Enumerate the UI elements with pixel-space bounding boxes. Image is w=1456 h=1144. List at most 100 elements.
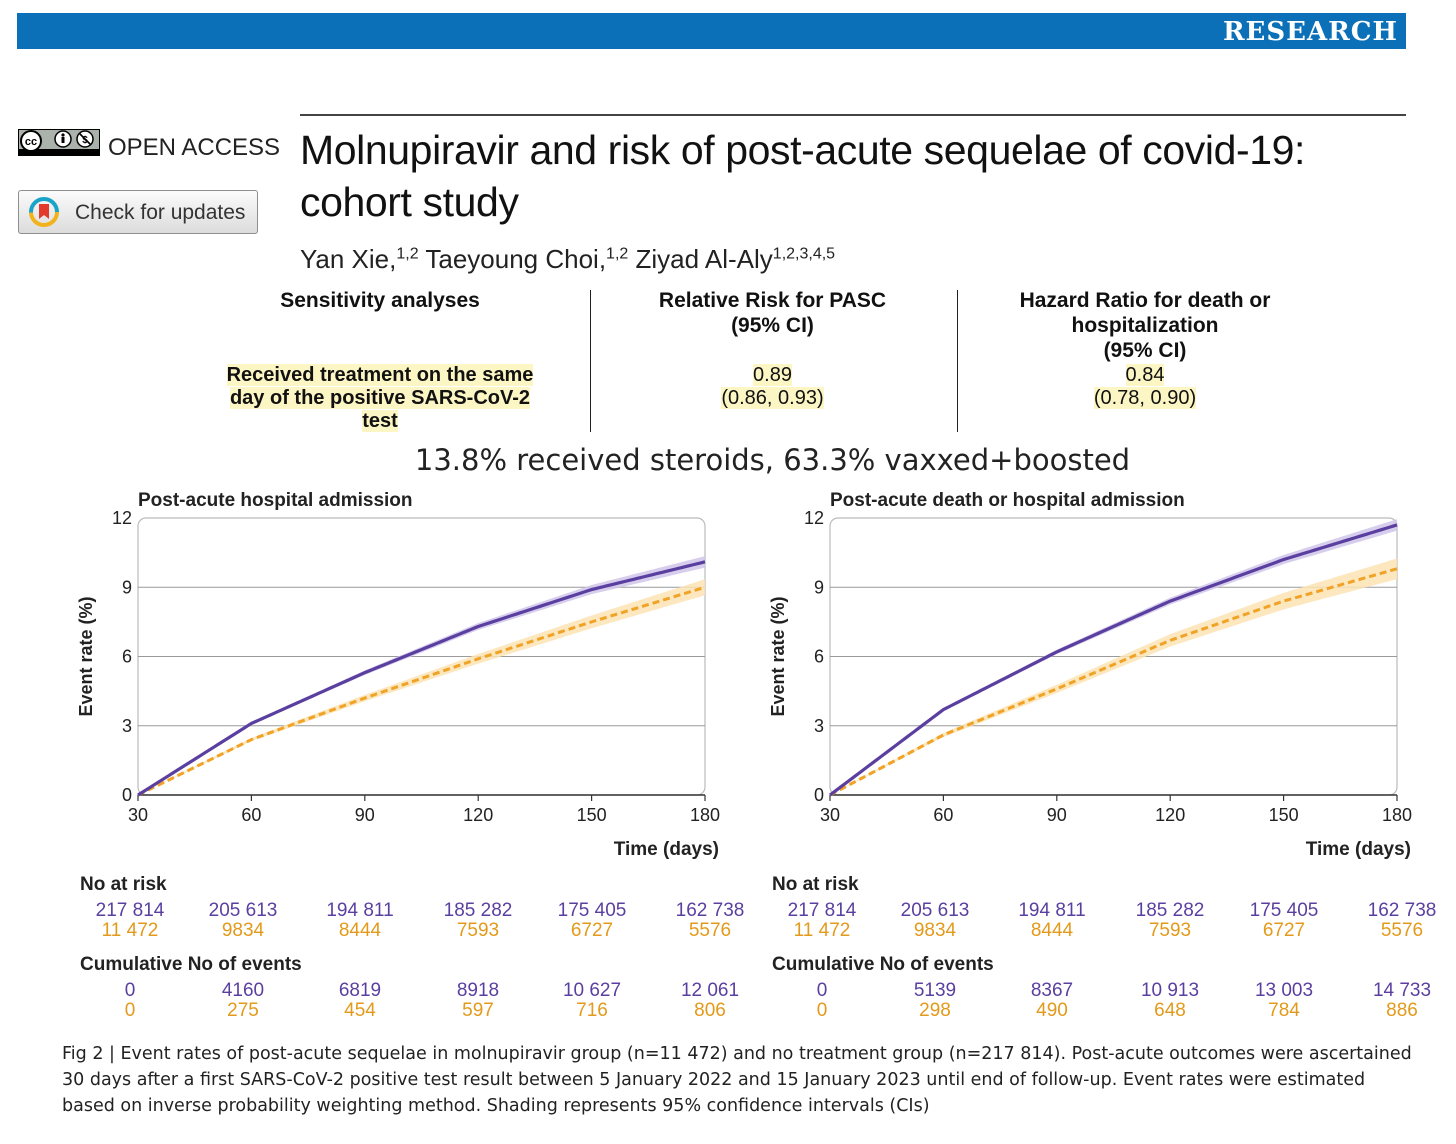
risk-table-heading: Cumulative No of events xyxy=(80,954,302,975)
x-axis-label: Time (days) xyxy=(1306,839,1411,860)
at-risk-treated-cell: 175 405 xyxy=(1249,900,1319,921)
x-tick-label: 150 xyxy=(1269,805,1299,825)
chart-death-or-hospital-admission: Post-acute death or hospital admission03… xyxy=(768,490,1412,860)
table-header-relative-risk: Relative Risk for PASC (95% CI) xyxy=(658,289,887,337)
series-line-molnupiravir xyxy=(137,560,706,797)
figure-caption: Fig 2 | Event rates of post-acute sequel… xyxy=(62,1044,1412,1116)
y-tick-label: 6 xyxy=(814,647,824,667)
at-risk-treated-cell: 205 613 xyxy=(208,900,278,921)
svg-text:$: $ xyxy=(82,135,88,146)
at-risk-control-cell: 7593 xyxy=(456,920,500,941)
at-risk-control-cell: 11 472 xyxy=(101,920,159,941)
risk-table-heading: No at risk xyxy=(772,874,859,895)
at-risk-control-cell: 7593 xyxy=(1148,920,1192,941)
hazard-ratio-cell: 0.84 (0.78, 0.90) xyxy=(965,364,1325,410)
at-risk-control-cell: 6727 xyxy=(570,920,614,941)
series-line-molnupiravir xyxy=(829,523,1398,797)
at-risk-treated-cell: 217 814 xyxy=(95,900,165,921)
x-tick-label: 90 xyxy=(1047,805,1067,825)
at-risk-control-cell: 9834 xyxy=(221,920,265,941)
relative-risk-value: 0.89 xyxy=(753,364,792,386)
at-risk-control-cell: 5576 xyxy=(1380,920,1424,941)
events-control-cell: 0 xyxy=(124,1000,136,1021)
row-label-line: test xyxy=(362,410,398,432)
author-name: Taeyoung Choi, xyxy=(418,244,607,274)
events-treated-cell: 10 627 xyxy=(562,980,622,1001)
hazard-ratio-ci: (0.78, 0.90) xyxy=(1093,387,1197,409)
research-banner: RESEARCH xyxy=(17,13,1406,49)
events-treated-cell: 8918 xyxy=(456,980,500,1001)
risk-table-death-or-hospital-admission: No at risk 217 814 205 613 194 811 185 282 17… xyxy=(752,872,1452,1032)
events-control-cell: 0 xyxy=(816,1000,828,1021)
events-treated-cell: 5139 xyxy=(913,980,957,1001)
x-tick-label: 180 xyxy=(690,805,720,825)
x-tick-label: 90 xyxy=(355,805,375,825)
confidence-band xyxy=(138,556,705,795)
section-label: RESEARCH xyxy=(1222,17,1398,47)
svg-text:cc: cc xyxy=(25,136,37,148)
table-row-label: Received treatment on the same day of th… xyxy=(180,364,580,433)
table-header-hazard-ratio: Hazard Ratio for death or hospitalizatio… xyxy=(1019,289,1271,362)
x-tick-label: 150 xyxy=(577,805,607,825)
events-control-cell: 454 xyxy=(344,1000,376,1021)
events-control-cell: 597 xyxy=(462,1000,494,1021)
x-tick-label: 120 xyxy=(1155,805,1185,825)
y-tick-label: 3 xyxy=(814,716,824,736)
chart-title: Post-acute hospital admission xyxy=(138,490,413,511)
at-risk-treated-cell: 217 814 xyxy=(787,900,857,921)
cc-by-nc-icon[interactable]: cc $ xyxy=(18,129,100,156)
risk-table-heading: No at risk xyxy=(80,874,167,895)
author-name: Yan Xie, xyxy=(300,244,397,274)
table-divider xyxy=(590,290,591,432)
events-control-cell: 716 xyxy=(576,1000,608,1021)
at-risk-treated-cell: 194 811 xyxy=(1018,900,1086,921)
at-risk-treated-cell: 162 738 xyxy=(675,900,745,921)
row-label-line: day of the positive SARS-CoV-2 xyxy=(229,387,531,409)
risk-table-heading: Cumulative No of events xyxy=(772,954,994,975)
confidence-band xyxy=(830,519,1397,795)
table-header-sensitivity: Sensitivity analyses xyxy=(280,289,480,312)
x-tick-label: 180 xyxy=(1382,805,1412,825)
series-line-control xyxy=(137,585,706,797)
x-tick-label: 60 xyxy=(933,805,953,825)
title-rule xyxy=(300,114,1406,116)
events-control-cell: 298 xyxy=(919,1000,951,1021)
events-treated-cell: 6819 xyxy=(338,980,382,1001)
chart-title: Post-acute death or hospital admission xyxy=(830,490,1185,511)
events-control-cell: 784 xyxy=(1268,1000,1300,1021)
x-tick-label: 120 xyxy=(463,805,493,825)
risk-table-hospital-admission: No at risk 217 814 205 613 194 811 185 282 17… xyxy=(60,872,750,1032)
relative-risk-ci: (0.86, 0.93) xyxy=(721,387,824,409)
author-name: Ziyad Al-Aly xyxy=(628,244,773,274)
events-control-cell: 490 xyxy=(1036,1000,1068,1021)
x-axis-label: Time (days) xyxy=(614,839,719,860)
at-risk-treated-cell: 194 811 xyxy=(326,900,394,921)
author-affiliation: 1,2 xyxy=(606,245,629,263)
y-tick-label: 0 xyxy=(122,785,132,805)
confidence-band xyxy=(830,558,1397,795)
y-tick-label: 9 xyxy=(814,577,824,597)
y-axis-label: Event rate (%) xyxy=(768,596,788,716)
at-risk-treated-cell: 205 613 xyxy=(900,900,970,921)
at-risk-control-cell: 9834 xyxy=(913,920,957,941)
events-treated-cell: 12 061 xyxy=(680,980,740,1001)
x-tick-label: 30 xyxy=(128,805,148,825)
check-for-updates-label: Check for updates xyxy=(75,201,246,224)
y-axis-label: Event rate (%) xyxy=(76,596,96,716)
at-risk-treated-cell: 175 405 xyxy=(557,900,627,921)
at-risk-control-cell: 6727 xyxy=(1262,920,1306,941)
at-risk-control-cell: 8444 xyxy=(1030,920,1074,941)
author-list: Yan Xie,1,2 Taeyoung Choi,1,2 Ziyad Al-A… xyxy=(300,244,835,275)
at-risk-control-cell: 8444 xyxy=(338,920,382,941)
events-treated-cell: 14 733 xyxy=(1372,980,1432,1001)
table-divider xyxy=(957,290,958,432)
check-for-updates-button[interactable]: Check for updates xyxy=(18,190,258,234)
y-tick-label: 6 xyxy=(122,647,132,667)
article-title: Molnupiravir and risk of post-acute sequ… xyxy=(300,127,1306,225)
at-risk-control-cell: 5576 xyxy=(688,920,732,941)
events-control-cell: 648 xyxy=(1154,1000,1186,1021)
row-label-line: Received treatment on the same xyxy=(226,364,534,386)
events-treated-cell: 8367 xyxy=(1030,980,1074,1001)
series-line-control xyxy=(829,567,1398,797)
events-treated-cell: 4160 xyxy=(221,980,265,1001)
